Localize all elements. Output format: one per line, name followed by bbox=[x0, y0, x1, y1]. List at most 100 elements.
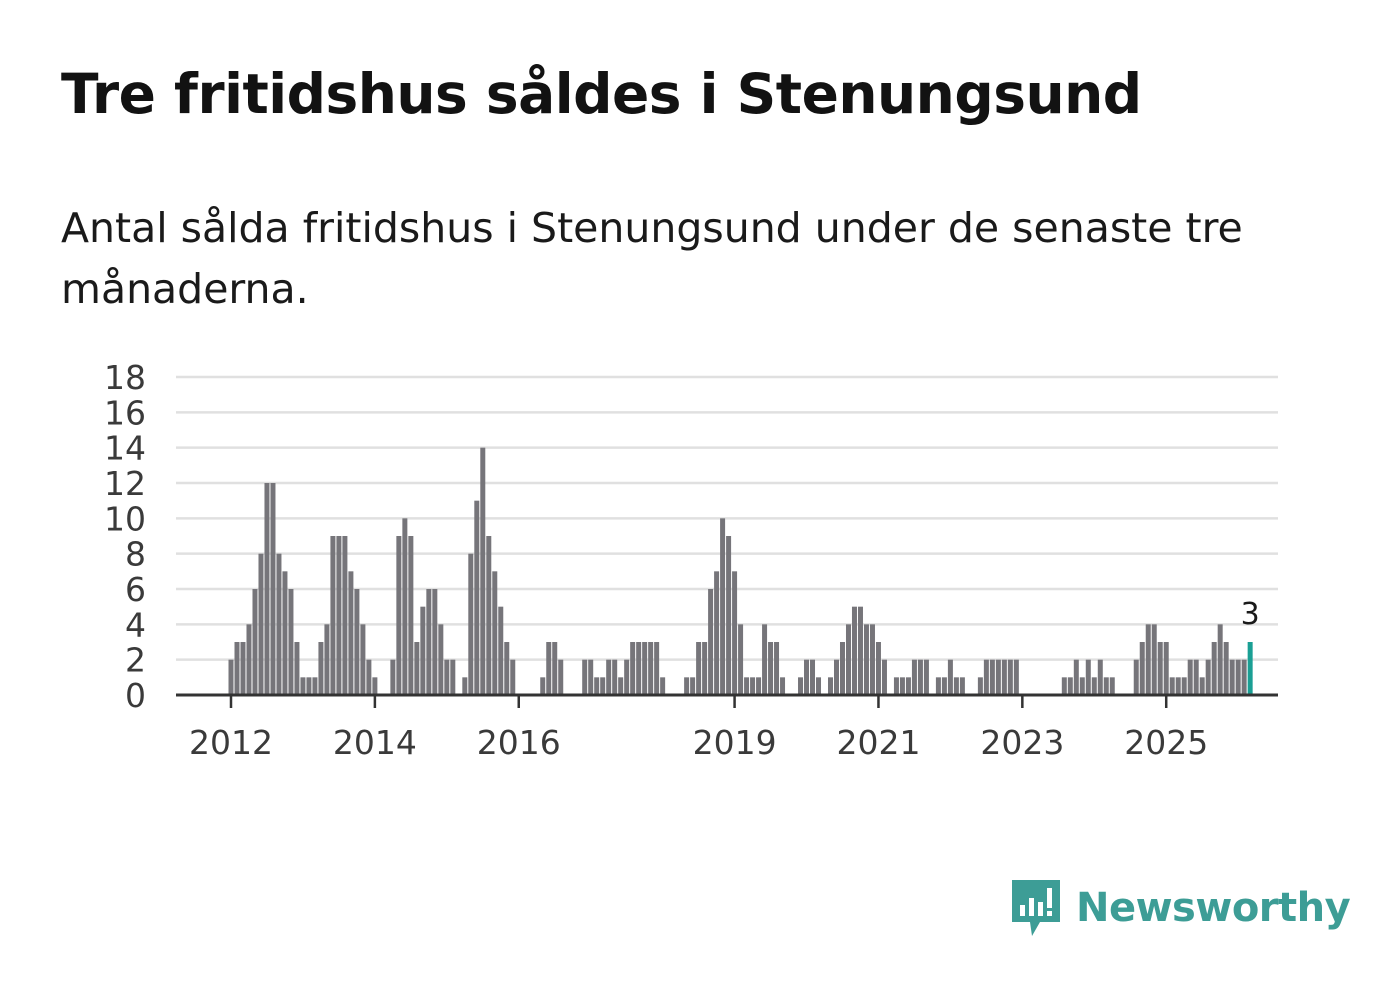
bar bbox=[450, 659, 456, 695]
bar bbox=[420, 606, 426, 695]
x-tick-label: 2021 bbox=[836, 723, 920, 762]
bar bbox=[486, 536, 492, 695]
bar bbox=[947, 659, 953, 695]
bar bbox=[474, 500, 480, 695]
x-axis: 2012 2014 2016 2019 2021 2023 2025 bbox=[189, 695, 1208, 762]
bar bbox=[504, 642, 510, 695]
bar bbox=[498, 606, 504, 695]
y-tick-label: 6 bbox=[125, 570, 146, 609]
bar bbox=[941, 677, 947, 695]
bar bbox=[636, 642, 642, 695]
bar bbox=[1133, 659, 1139, 695]
bar bbox=[869, 624, 875, 695]
bar bbox=[1067, 677, 1073, 695]
bar bbox=[881, 659, 887, 695]
bar bbox=[228, 659, 234, 695]
bar bbox=[780, 677, 786, 695]
bar bbox=[510, 659, 516, 695]
bar bbox=[312, 677, 318, 695]
y-tick-label: 14 bbox=[104, 429, 146, 468]
bar bbox=[276, 553, 282, 695]
bar bbox=[618, 677, 624, 695]
bar bbox=[648, 642, 654, 695]
bar bbox=[1061, 677, 1067, 695]
bar bbox=[696, 642, 702, 695]
bar bbox=[995, 659, 1001, 695]
bar bbox=[720, 518, 726, 695]
y-tick-label: 8 bbox=[125, 535, 146, 574]
bar bbox=[390, 659, 396, 695]
bar bbox=[816, 677, 822, 695]
bar bbox=[684, 677, 690, 695]
bar bbox=[600, 677, 606, 695]
bar bbox=[708, 589, 714, 695]
x-tick-label: 2016 bbox=[477, 723, 561, 762]
newsworthy-logo-icon bbox=[1012, 880, 1060, 936]
bar bbox=[1145, 624, 1151, 695]
chart-subtitle: Antal sålda fritidshus i Stenungsund und… bbox=[61, 204, 1243, 313]
y-tick-label: 12 bbox=[104, 464, 146, 503]
bar bbox=[246, 624, 252, 695]
bar bbox=[923, 659, 929, 695]
y-tick-label: 18 bbox=[104, 358, 146, 397]
bar bbox=[1175, 677, 1181, 695]
bar bbox=[1229, 659, 1235, 695]
bar bbox=[750, 677, 756, 695]
bar bbox=[690, 677, 696, 695]
bar bbox=[348, 571, 354, 695]
bar bbox=[1139, 642, 1145, 695]
bar bbox=[738, 624, 744, 695]
bar bbox=[1223, 642, 1229, 695]
bar bbox=[1193, 659, 1199, 695]
bar bbox=[1187, 659, 1193, 695]
bar bbox=[798, 677, 804, 695]
bar bbox=[863, 624, 869, 695]
bar bbox=[546, 642, 552, 695]
newsworthy-brand: Newsworthy bbox=[1010, 876, 1351, 940]
bar bbox=[839, 642, 845, 695]
bar bbox=[264, 483, 270, 695]
bar bbox=[1013, 659, 1019, 695]
bar bbox=[977, 677, 983, 695]
bar bbox=[582, 659, 588, 695]
y-tick-label: 2 bbox=[125, 641, 146, 680]
bar bbox=[438, 624, 444, 695]
bar bbox=[1091, 677, 1097, 695]
bar bbox=[1205, 659, 1211, 695]
bar bbox=[917, 659, 923, 695]
chart-title: Tre fritidshus såldes i Stenungsund bbox=[61, 62, 1142, 126]
bar bbox=[606, 659, 612, 695]
highlight-bar bbox=[1247, 642, 1253, 695]
bar bbox=[762, 624, 768, 695]
x-tick-label: 2023 bbox=[980, 723, 1064, 762]
bar bbox=[426, 589, 432, 695]
y-tick-label: 4 bbox=[125, 605, 146, 644]
bar bbox=[1151, 624, 1157, 695]
bar bbox=[396, 536, 402, 695]
bar bbox=[935, 677, 941, 695]
bar bbox=[1217, 624, 1223, 695]
bar bbox=[444, 659, 450, 695]
bar bbox=[234, 642, 240, 695]
bar bbox=[1097, 659, 1103, 695]
bar bbox=[612, 659, 618, 695]
bar bbox=[324, 624, 330, 695]
bar bbox=[1103, 677, 1109, 695]
bar bbox=[630, 642, 636, 695]
bar bbox=[414, 642, 420, 695]
bar bbox=[252, 589, 258, 695]
bar bbox=[552, 642, 558, 695]
bar bbox=[588, 659, 594, 695]
bar bbox=[330, 536, 336, 695]
bar bbox=[810, 659, 816, 695]
y-tick-label: 16 bbox=[104, 393, 146, 432]
bar bbox=[432, 589, 438, 695]
bar bbox=[899, 677, 905, 695]
bar bbox=[294, 642, 300, 695]
bar bbox=[594, 677, 600, 695]
bar bbox=[756, 677, 762, 695]
bar bbox=[893, 677, 899, 695]
bar bbox=[408, 536, 414, 695]
bar bbox=[318, 642, 324, 695]
